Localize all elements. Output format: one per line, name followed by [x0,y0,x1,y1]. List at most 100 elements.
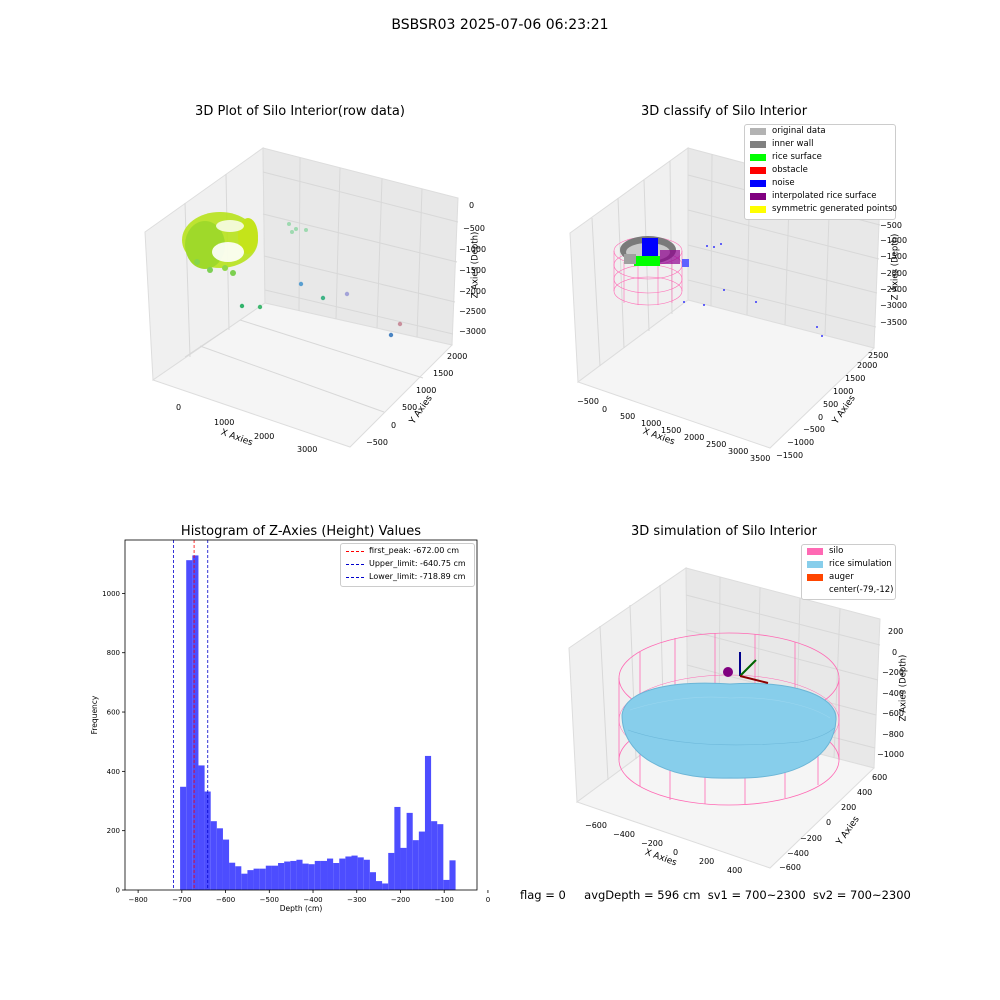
legend-swatch-auger [807,574,823,581]
histogram-bar [400,847,407,890]
rice-simulation-surface [621,682,837,779]
histogram-bar [186,560,193,890]
histogram-frame [124,539,478,891]
legend-swatch-obstacle [750,167,766,174]
histogram-bar [449,860,456,890]
classify-ztick-5: −2500 [880,285,908,294]
raw-ztick-1: −500 [463,224,485,233]
classify-ytick-3: 0 [818,413,824,422]
raw-points [182,212,403,338]
histogram-bar [412,840,419,890]
classify-xtick-0: −500 [577,397,599,406]
histogram-bar [437,824,444,890]
classify-ztick-4: −2000 [880,269,908,278]
histogram-bar [265,865,272,890]
raw-xtick-1: 1000 [214,418,235,427]
simulation-xtick-0: −600 [585,821,607,830]
classify-zlabel: Z Axies (Depth) [890,233,901,301]
histogram-xtick-label: −500 [260,896,279,904]
raw-ytick-2: 500 [402,403,418,412]
histogram-bar [418,831,425,890]
rice-surface-contour-bottom [627,727,835,746]
simulation-ztick-4: −600 [882,709,904,718]
histogram-xtick-label: −100 [435,896,454,904]
histogram-bar [320,860,328,890]
histogram-bar [247,870,254,890]
classify-xtick-3: 1000 [641,419,662,428]
histogram-bar [198,765,205,890]
classify-ztick-6: −3000 [880,301,908,310]
histogram-xtick-label: −600 [216,896,235,904]
histogram-ytick-label: 600 [107,709,120,717]
legend-swatch-noise [750,180,766,187]
legend-line-first-peak [346,551,364,552]
histogram-ytick-label: 1000 [102,590,120,598]
histogram-bar [333,863,340,890]
simulation-xtick-2: −200 [641,839,663,848]
raw-zlabel: Z Axies (Depth) [470,231,481,299]
legend-line-lower [346,577,364,578]
classify-ytick-1: −1000 [787,438,815,447]
raw-ytick-4: 1500 [433,369,454,378]
legend-label-rice-surface: rice surface [772,152,822,162]
histogram-bar [278,863,285,890]
classify-ytick-7: 2000 [857,361,878,370]
classify-xtick-8: 3500 [750,454,771,463]
legend-swatch-rice-surface [750,154,766,161]
legend-label-inner-wall: inner wall [772,139,814,149]
legend-swatch-symmetric [750,206,766,213]
rice-surface-contour-top [629,696,831,719]
histogram-bar [339,858,346,890]
histogram-xtick-label: −400 [303,896,322,904]
histogram-bar [351,855,358,890]
histogram-xtick-label: 0 [486,896,490,904]
histogram-xtick-label: −800 [129,896,148,904]
classify-ytick-0: −1500 [776,451,804,460]
classify-ytick-2: −500 [803,425,825,434]
histogram-bar [369,872,376,890]
status-line: flag = 0 avgDepth = 596 cm sv1 = 700~230… [520,888,911,902]
raw-xtick-0: 0 [176,403,182,412]
legend-label-obstacle: obstacle [772,165,808,175]
classify-ztick-1: −500 [880,221,902,230]
histogram-bar [363,859,370,890]
classify-xtick-7: 3000 [728,447,749,456]
simulation-ztick-3: −400 [882,689,904,698]
simulation-xtick-4: 200 [699,857,715,866]
classify-xtick-6: 2500 [706,440,727,449]
legend-label-rice-simulation: rice simulation [829,559,892,569]
simulation-ytick-5: 400 [857,788,873,797]
legend-label-original: original data [772,126,826,136]
histogram-bar [222,839,230,890]
raw-3d-plot [144,147,459,448]
histogram-bar [235,866,242,890]
simulation-xtick-1: −400 [613,830,635,839]
raw-ztick-2: −1000 [459,245,487,254]
histogram-xtick-label: −300 [347,896,366,904]
legend-label-symmetric: symmetric generated points [772,204,893,214]
figure-title: BSBSR03 2025-07-06 06:23:21 [391,17,609,33]
histogram-xlabel: Depth (cm) [280,904,323,913]
raw-ytick-5: 2000 [447,352,468,361]
histogram-bar [180,786,187,890]
simulation-xtick-5: 400 [727,866,743,875]
histogram-ytick-label: 0 [116,887,120,895]
avg-depth-text: avgDepth = 596 cm [584,888,701,902]
histogram-bar [424,755,432,890]
histogram-bar [314,860,321,890]
classify-ytick-6: 1500 [845,374,866,383]
flag-text: flag = 0 [520,888,566,902]
legend-line-upper [346,564,364,565]
classify-ytick-4: 500 [823,400,839,409]
histogram-bar [216,828,223,890]
histogram-bar [394,806,401,890]
simulation-xtick-3: 0 [673,848,679,857]
sv1-text: sv1 = 700~2300 [707,888,806,902]
legend-swatch-silo [807,548,823,555]
classify-ztick-3: −1500 [880,252,908,261]
simulation-legend: silo rice simulation auger center(-79,-1… [801,544,896,600]
legend-label-silo: silo [829,546,844,556]
histogram-plot: −800 −700 −600 −500 −400 −300 −200 −100 0 0 200 40… [90,539,490,913]
legend-swatch-original [750,128,766,135]
simulation-ytick-2: −200 [800,834,822,843]
